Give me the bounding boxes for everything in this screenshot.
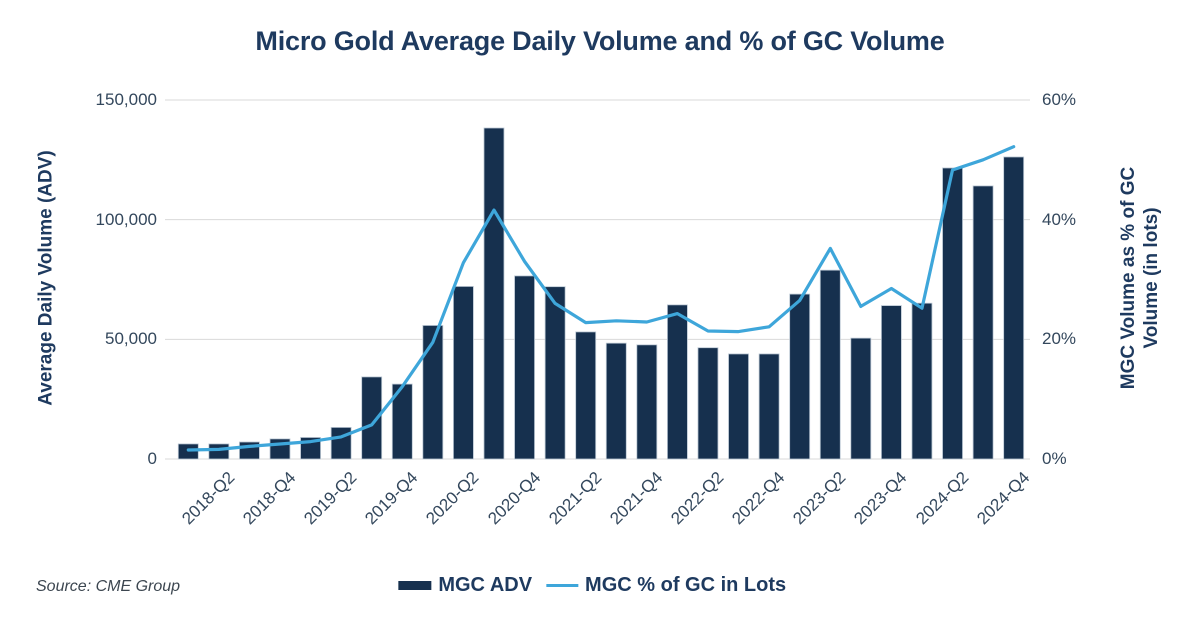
bar <box>636 344 658 460</box>
bar <box>422 325 444 460</box>
right-axis-tick: 20% <box>1042 329 1077 349</box>
legend-label: MGC ADV <box>438 574 533 596</box>
right-axis-tick: 40% <box>1042 209 1077 229</box>
right-axis-tick: 0% <box>1042 449 1067 468</box>
chart-title: Micro Gold Average Daily Volume and % of… <box>255 26 945 56</box>
bar <box>972 185 994 460</box>
bar <box>697 347 719 460</box>
right-axis-title-line2: Volume (in lots) <box>1141 207 1162 349</box>
bar <box>544 286 566 460</box>
left-axis-tick: 50,000 <box>105 329 157 349</box>
bar <box>758 353 780 460</box>
bar <box>728 353 749 460</box>
line-swatch-icon <box>546 584 579 587</box>
legend-label: MGC % of GC in Lots <box>585 574 787 596</box>
left-axis-tick: 100,000 <box>95 209 157 229</box>
bar <box>942 167 963 460</box>
bar <box>208 443 230 460</box>
bar <box>575 331 597 460</box>
left-axis-tick: 150,000 <box>95 90 157 109</box>
bar <box>850 337 872 460</box>
right-axis-title-line1: MGC Volume as % of GC <box>1118 166 1139 390</box>
bar <box>605 342 627 460</box>
right-axis-title: MGC Volume as % of GC Volume (in lots) <box>1117 167 1163 389</box>
bar <box>453 286 474 460</box>
bar <box>483 127 505 460</box>
bar <box>789 293 811 460</box>
bar-swatch-icon <box>398 581 432 590</box>
legend-item-mgc-adv: MGC ADV <box>398 574 532 597</box>
bar <box>819 269 841 460</box>
bar <box>1003 156 1025 460</box>
trend-line <box>186 145 1016 452</box>
bar <box>514 275 535 460</box>
legend: MGC ADV MGC % of GC in Lots <box>398 574 786 597</box>
bar <box>330 427 352 460</box>
bar <box>361 376 383 460</box>
legend-item-mgc-pct: MGC % of GC in Lots <box>546 574 786 597</box>
left-axis-tick: 0 <box>147 449 157 468</box>
source-note: Source: CME Group <box>36 578 181 595</box>
bar <box>667 304 688 460</box>
left-axis-title: Average Daily Volume (ADV) <box>35 150 57 406</box>
right-axis-tick: 60% <box>1042 90 1077 109</box>
bar <box>880 305 902 460</box>
bar <box>911 302 933 460</box>
